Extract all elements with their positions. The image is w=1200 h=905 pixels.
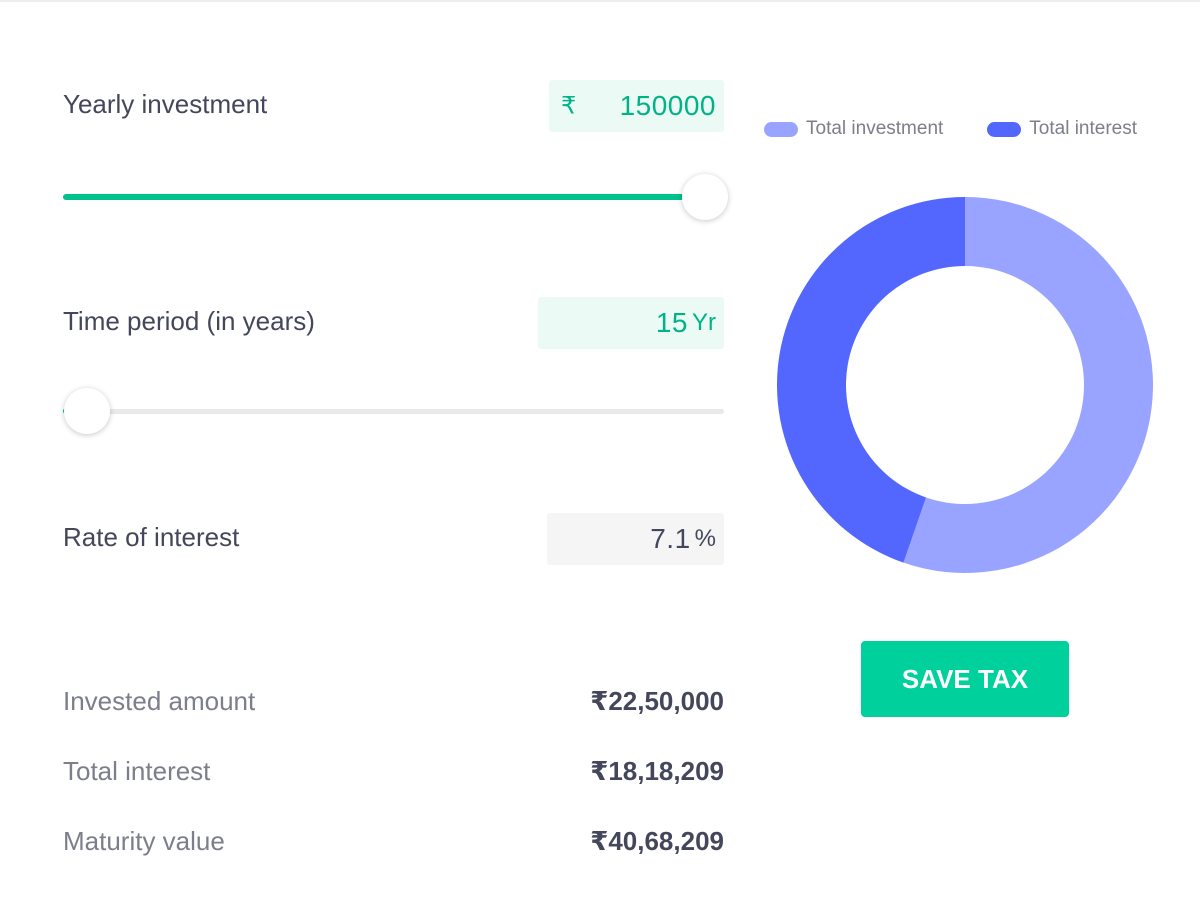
legend-swatch-total-interest	[987, 121, 1022, 137]
yearly-investment-input[interactable]: ₹ 150000	[549, 80, 724, 132]
invested-amount-label: Invested amount	[63, 686, 256, 716]
rate-of-interest-input[interactable]: 7.1 %	[547, 513, 724, 565]
yearly-investment-value: 150000	[619, 90, 716, 121]
slider-fill	[63, 194, 706, 200]
slider-track	[63, 409, 724, 414]
save-tax-button[interactable]: SAVE TAX	[861, 641, 1069, 717]
time-period-label: Time period (in years)	[63, 306, 315, 336]
yearly-investment-slider[interactable]	[63, 172, 729, 222]
legend-label-total-interest: Total interest	[1029, 118, 1138, 139]
legend-item-total-interest: Total interest	[987, 118, 1137, 140]
slider-thumb[interactable]	[63, 388, 110, 434]
total-interest-value: ₹18,18,209	[590, 756, 724, 786]
total-interest-label: Total interest	[63, 756, 211, 786]
time-period-value: 15	[655, 307, 688, 338]
legend-label-total-investment: Total investment	[806, 118, 944, 139]
legend-item-total-investment: Total investment	[764, 118, 943, 140]
donut-chart	[777, 197, 1154, 573]
legend-swatch-total-investment	[764, 121, 798, 137]
time-period-slider[interactable]	[63, 386, 724, 436]
maturity-value-value: ₹40,68,209	[590, 826, 724, 856]
chart-legend: Total investment Total interest	[764, 118, 1137, 140]
rupee-icon: ₹	[561, 92, 577, 120]
rate-of-interest-value: 7.1	[650, 523, 691, 554]
rate-of-interest-unit: %	[694, 525, 716, 552]
invested-amount-value: ₹22,50,000	[590, 686, 724, 716]
top-divider	[0, 0, 1200, 2]
time-period-input[interactable]: 15 Yr	[538, 297, 724, 349]
maturity-value-label: Maturity value	[63, 826, 225, 856]
rate-of-interest-label: Rate of interest	[63, 522, 240, 552]
time-period-unit: Yr	[692, 309, 716, 336]
donut-slice-total-investment	[903, 197, 1154, 573]
donut-slice-total-interest	[777, 197, 965, 563]
slider-thumb[interactable]	[682, 174, 729, 220]
yearly-investment-label: Yearly investment	[63, 89, 268, 119]
